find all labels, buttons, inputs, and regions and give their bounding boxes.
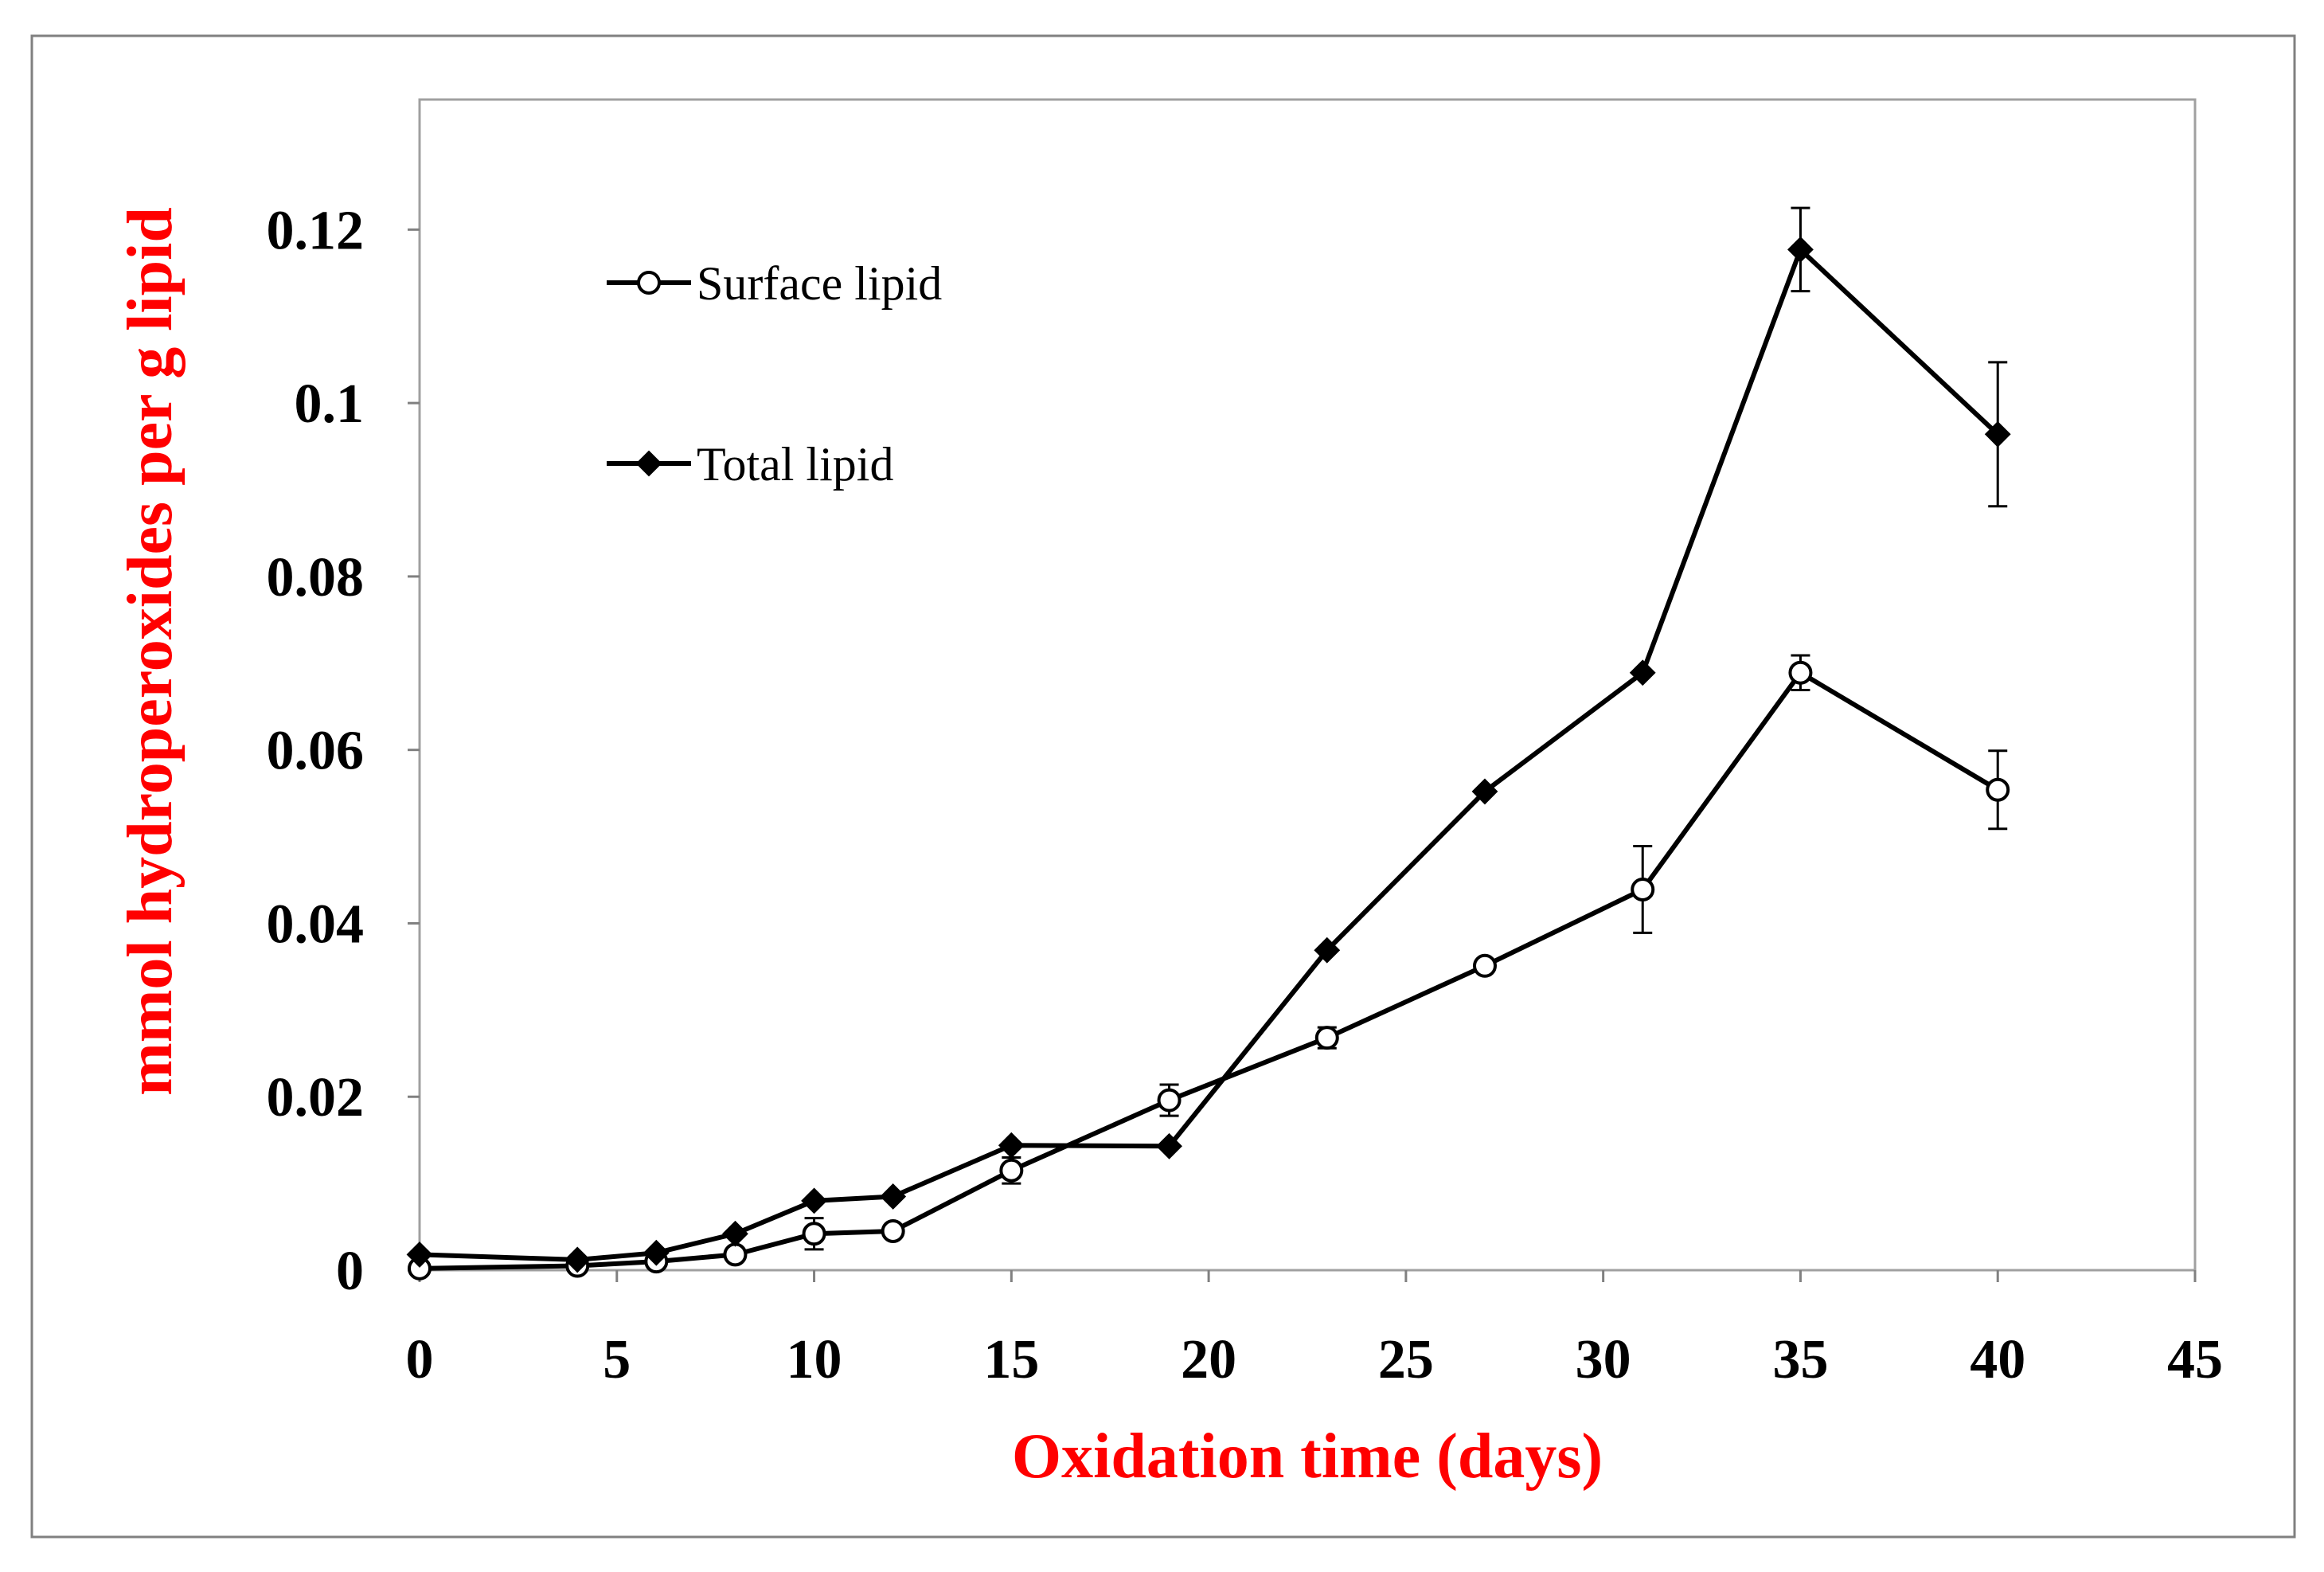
y-tick-label: 0.1 bbox=[295, 373, 365, 435]
x-tick-label: 35 bbox=[1772, 1329, 1828, 1390]
data-point bbox=[1787, 236, 1814, 263]
data-point bbox=[723, 1242, 748, 1267]
x-tick-label: 0 bbox=[406, 1329, 434, 1390]
data-point bbox=[1314, 1026, 1339, 1050]
data-point bbox=[881, 1219, 905, 1243]
data-point bbox=[1984, 420, 2011, 448]
x-tick-label: 10 bbox=[787, 1329, 842, 1390]
y-tick-label: 0.02 bbox=[267, 1067, 365, 1128]
legend-marker-symbol bbox=[637, 271, 661, 295]
data-point bbox=[1473, 953, 1497, 978]
x-tick-label: 20 bbox=[1181, 1329, 1236, 1390]
legend: Surface lipid Total lipid bbox=[607, 257, 942, 491]
x-tick-label: 40 bbox=[1970, 1329, 2025, 1390]
x-tick-label: 5 bbox=[603, 1329, 631, 1390]
x-axis-title: Oxidation time (days) bbox=[1012, 1421, 1603, 1492]
data-point bbox=[643, 1239, 670, 1266]
data-point bbox=[722, 1220, 748, 1247]
data-point bbox=[1471, 778, 1498, 805]
legend-label-surface: Surface lipid bbox=[697, 257, 942, 310]
data-point bbox=[1157, 1088, 1182, 1113]
data-point bbox=[564, 1246, 591, 1273]
data-point bbox=[802, 1222, 826, 1246]
y-tick-label: 0.04 bbox=[267, 894, 365, 955]
series-total-lipid bbox=[406, 206, 2011, 1273]
x-tick-label: 30 bbox=[1576, 1329, 1631, 1390]
x-tick-label: 45 bbox=[2167, 1329, 2223, 1390]
data-point bbox=[1986, 777, 2010, 802]
y-tick-label: 0 bbox=[336, 1241, 364, 1302]
legend-marker-symbol bbox=[635, 450, 662, 477]
y-tick-label: 0.08 bbox=[267, 547, 365, 608]
x-tick-label: 25 bbox=[1378, 1329, 1434, 1390]
plot-area bbox=[418, 98, 2197, 1272]
y-axis-ticks: 0 0.02 0.04 0.06 0.08 0.1 0.12 bbox=[267, 200, 420, 1302]
data-point bbox=[1629, 659, 1656, 686]
data-point bbox=[880, 1183, 907, 1210]
legend-marker-total bbox=[635, 450, 662, 477]
data-point bbox=[1156, 1132, 1182, 1159]
data-point bbox=[998, 1132, 1025, 1159]
legend-label-total: Total lipid bbox=[697, 438, 893, 491]
y-tick-label: 0.06 bbox=[267, 721, 365, 782]
y-axis-title: mmol hydroperoxides per g lipid bbox=[115, 207, 186, 1096]
data-point bbox=[1314, 937, 1341, 964]
series-layer bbox=[406, 206, 2011, 1281]
data-point bbox=[801, 1187, 827, 1214]
data-point bbox=[999, 1158, 1024, 1183]
data-point bbox=[1631, 877, 1655, 901]
data-point bbox=[1788, 660, 1813, 685]
legend-marker-surface bbox=[637, 271, 661, 295]
x-tick-label: 15 bbox=[983, 1329, 1039, 1390]
data-point bbox=[406, 1241, 433, 1268]
x-axis-ticks: 0 5 10 15 20 25 30 35 40 45 bbox=[406, 1270, 2223, 1390]
y-tick-label: 0.12 bbox=[267, 200, 365, 261]
